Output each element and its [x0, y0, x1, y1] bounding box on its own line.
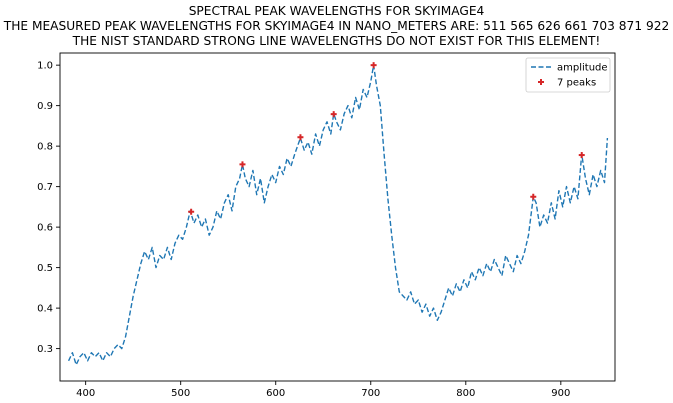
y-tick-label-7: 1.0: [37, 61, 53, 72]
legend-peaks-label: 7 peaks: [557, 78, 596, 89]
chart-subtitle-nist: THE NIST STANDARD STRONG LINE WAVELENGTH…: [72, 34, 601, 48]
chart-title: SPECTRAL PEAK WAVELENGTHS FOR SKYIMAGE4: [188, 4, 485, 18]
chart-subtitle-peaks: THE MEASURED PEAK WAVELENGTHS FOR SKYIMA…: [3, 19, 670, 33]
x-tick-label-400: 400: [76, 388, 95, 399]
x-tick-label-600: 600: [266, 388, 285, 399]
plot-frame: [59, 52, 616, 382]
peak-marker-871: [530, 193, 537, 200]
y-tick-label-3: 0.6: [37, 223, 53, 234]
y-tick-label-5: 0.8: [37, 142, 53, 153]
peak-marker-511: [188, 208, 195, 215]
y-tick-label-4: 0.7: [37, 182, 53, 193]
x-tick-label-500: 500: [171, 388, 190, 399]
legend-peaks-swatch: [538, 79, 544, 85]
y-tick-label-1: 0.4: [37, 304, 53, 315]
peak-marker-565: [239, 161, 246, 168]
x-tick-label-900: 900: [551, 388, 570, 399]
peak-marker-703: [370, 62, 377, 69]
y-tick-label-6: 0.9: [37, 101, 53, 112]
chart-title-block: SPECTRAL PEAK WAVELENGTHS FOR SKYIMAGE4 …: [0, 4, 673, 49]
peak-marker-661: [330, 111, 337, 118]
y-tick-label-2: 0.5: [37, 263, 53, 274]
amplitude-series-line: [67, 64, 609, 366]
x-tick-label-700: 700: [361, 388, 380, 399]
y-tick-label-0: 0.3: [37, 344, 53, 355]
peak-marker-922: [578, 152, 585, 159]
peak-marker-626: [297, 134, 304, 141]
x-tick-label-800: 800: [456, 388, 475, 399]
legend-amplitude-label: amplitude: [557, 63, 608, 74]
